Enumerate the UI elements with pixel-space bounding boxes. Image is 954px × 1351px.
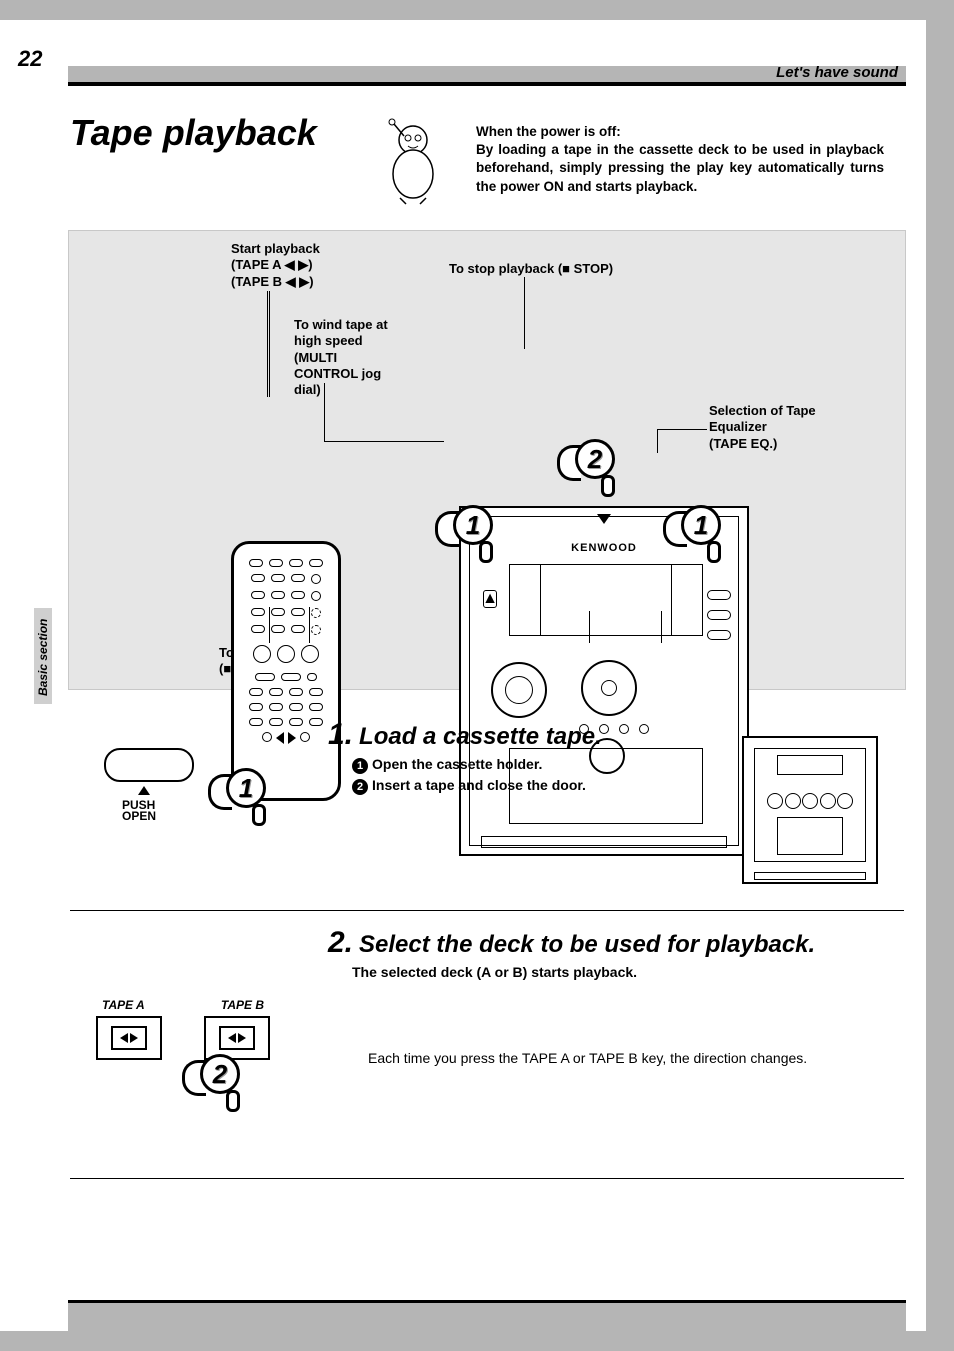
push-open-illustration: PUSH OPEN 1	[104, 748, 274, 852]
step2-subtitle: The selected deck (A or B) starts playba…	[352, 964, 637, 980]
step1-body: 1Open the cassette holder. 2Insert a tap…	[352, 754, 642, 796]
step-badge-1-right: 1	[663, 505, 719, 561]
intro-text: When the power is off: By loading a tape…	[476, 123, 884, 196]
step-badge-1-left: 1	[435, 505, 491, 561]
section-label: Let's have sound	[776, 64, 898, 81]
leader-line	[657, 429, 658, 453]
step1-heading: 1.Load a cassette tape.	[328, 718, 602, 752]
step-badge-1-pushopen: 1	[208, 768, 264, 824]
callout-stop-top: To stop playback (■ STOP)	[449, 261, 613, 277]
step2-note: Each time you press the TAPE A or TAPE B…	[368, 1050, 888, 1066]
mini-stereo-illustration	[742, 736, 878, 884]
page-number: 22	[18, 46, 42, 72]
footer-band	[68, 1303, 906, 1331]
page-title: Tape playback	[70, 112, 317, 154]
leader-line	[267, 291, 268, 397]
push-open-label: PUSH OPEN	[122, 800, 156, 823]
header-rule	[68, 82, 906, 86]
callout-start-playback: Start playback (TAPE A ◀ ▶) (TAPE B ◀ ▶)	[231, 241, 320, 290]
leader-line	[661, 611, 662, 643]
callout-tape-eq: Selection of Tape Equalizer (TAPE EQ.)	[709, 403, 859, 452]
divider	[70, 1178, 904, 1179]
side-tab-label: Basic section	[36, 619, 50, 696]
mascot-illustration	[378, 118, 448, 206]
step2-heading: 2.Select the deck to be used for playbac…	[328, 926, 815, 960]
diagram-panel: Start playback (TAPE A ◀ ▶) (TAPE B ◀ ▶)…	[68, 230, 906, 690]
intro-body: By loading a tape in the cassette deck t…	[476, 142, 884, 193]
divider	[70, 910, 904, 911]
leader-line	[324, 383, 325, 441]
leader-line	[589, 611, 590, 643]
tape-buttons-illustration: TAPE A TAPE B 2	[96, 998, 270, 1060]
brand-label: KENWOOD	[571, 542, 637, 554]
callout-wind-tape: To wind tape at high speed (MULTI CONTRO…	[294, 317, 404, 398]
intro-line1: When the power is off:	[476, 124, 621, 139]
tape-a-label: TAPE A	[102, 998, 145, 1012]
leader-line	[324, 441, 444, 442]
step-badge-2-tapebtn: 2	[182, 1054, 238, 1110]
tape-a-button	[96, 1016, 162, 1060]
leader-line	[524, 277, 525, 349]
manual-page: 22 Let's have sound Tape playback When t…	[0, 20, 926, 1331]
leader-line	[309, 607, 310, 643]
leader-line	[269, 291, 270, 397]
tape-b-label: TAPE B	[221, 998, 264, 1012]
leader-line	[657, 429, 707, 430]
leader-line	[269, 607, 270, 643]
step-badge-2: 2	[557, 439, 613, 495]
